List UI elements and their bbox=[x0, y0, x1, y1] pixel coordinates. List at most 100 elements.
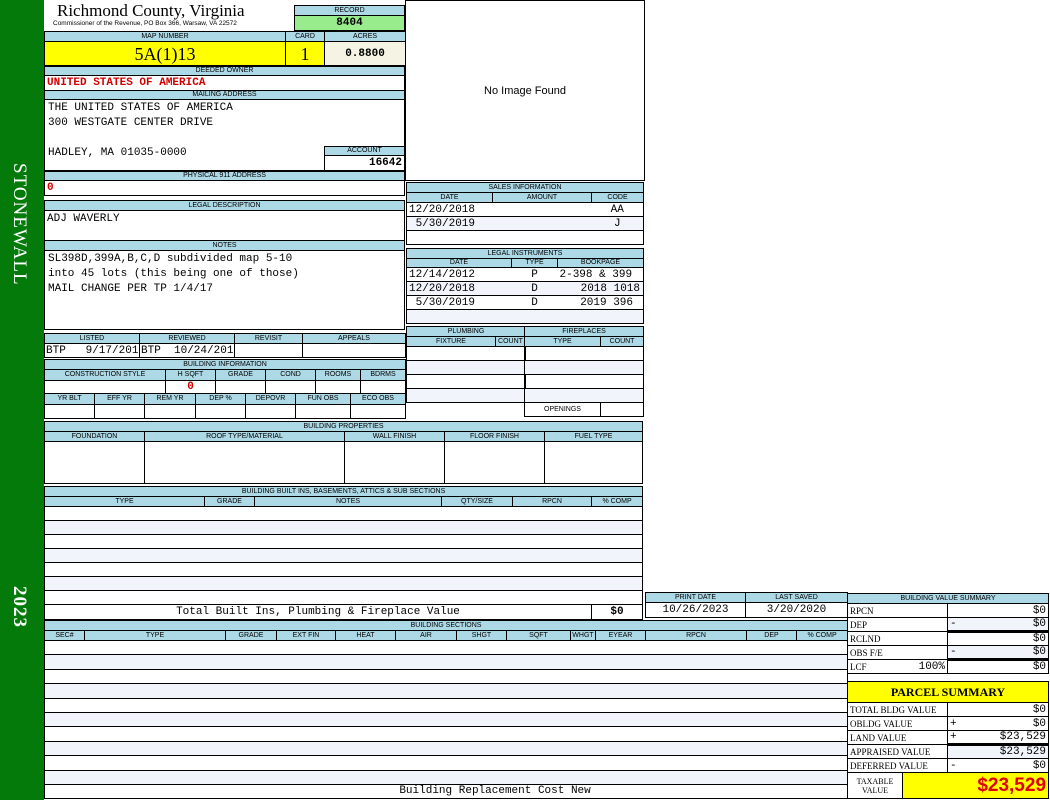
col-header: WHGT bbox=[570, 630, 596, 641]
parcel-summary-row: DEFERRED VALUE - $0 bbox=[847, 758, 1050, 773]
section-row bbox=[43, 654, 849, 670]
print-date: 10/26/2023 bbox=[645, 602, 746, 618]
col-header: BOOKPAGE bbox=[556, 258, 645, 268]
col-header: H SQFT bbox=[165, 369, 216, 381]
section-row bbox=[43, 726, 849, 742]
listed-value: BTP 9/17/2019 bbox=[44, 343, 140, 358]
fireplaces-table: FIREPLACES TYPE COUNT OPENINGS bbox=[523, 326, 645, 417]
reviewed-value: BTP 10/24/2019 bbox=[139, 343, 235, 358]
col-header: BDRMS bbox=[359, 369, 407, 381]
revisit-value bbox=[234, 343, 303, 358]
col-header: FIXTURE bbox=[406, 336, 496, 347]
operator: + bbox=[950, 717, 957, 730]
section-row bbox=[43, 639, 849, 656]
instrument-bookpage: 2-398 & 399 bbox=[557, 267, 645, 282]
amount: $0 bbox=[1032, 717, 1047, 730]
replacement-cost-label: Building Replacement Cost New bbox=[43, 783, 849, 799]
col-header: DATE bbox=[406, 192, 493, 203]
physical-address: PHYSICAL 911 ADDRESS 0 bbox=[44, 171, 405, 196]
parcel-ids: MAP NUMBER CARD ACRES 5A(1)13 1 0.8800 bbox=[44, 31, 406, 66]
col-header: GRADE bbox=[215, 369, 266, 381]
row-label: OBLDG VALUE bbox=[847, 716, 948, 731]
acres-label: ACRES bbox=[324, 31, 406, 42]
account-box: ACCOUNT 16642 bbox=[324, 146, 405, 171]
sale-date: 5/30/2019 bbox=[406, 216, 493, 231]
col-header: FUN OBS bbox=[295, 393, 351, 405]
col-header: COND bbox=[265, 369, 316, 381]
instrument-date: 12/14/2012 bbox=[406, 267, 512, 282]
legal-description: LEGAL DESCRIPTION ADJ WAVERLY NOTES bbox=[44, 200, 405, 251]
print-date-label: PRINT DATE bbox=[645, 592, 746, 603]
reviewed-label: REVIEWED bbox=[139, 333, 235, 344]
value-summary-value: $0 bbox=[946, 659, 1050, 674]
col-header: HEAT bbox=[335, 630, 396, 641]
section-row bbox=[43, 711, 849, 728]
review-dates: LISTED REVIEWED REVISIT APPEALS BTP 9/17/20… bbox=[44, 333, 406, 358]
record-label: RECORD bbox=[294, 5, 405, 16]
col-header: TYPE bbox=[84, 630, 226, 641]
col-header: TYPE bbox=[511, 258, 558, 268]
amount: $0 bbox=[1032, 759, 1047, 772]
value-summary-value: - $0 bbox=[946, 645, 1050, 661]
notes: SL398D,399A,B,C,D subdivided map 5-10 in… bbox=[44, 250, 405, 330]
operator: - bbox=[950, 759, 957, 772]
appeals-value bbox=[302, 343, 406, 358]
sale-date: 12/20/2018 bbox=[406, 202, 493, 217]
col-header: FOUNDATION bbox=[44, 431, 145, 442]
value-summary-label: RPCN bbox=[847, 603, 948, 618]
card-label: CARD bbox=[285, 31, 325, 42]
value-summary-label: RCLND bbox=[847, 631, 948, 646]
col-header: COUNT bbox=[495, 336, 526, 347]
col-header: % COMP bbox=[590, 496, 644, 507]
fireplaces-label: FIREPLACES bbox=[523, 326, 645, 337]
sales-table: SALES INFORMATION DATE AMOUNT CODE 12/20/2… bbox=[405, 182, 645, 245]
col-header: % COMP bbox=[795, 630, 849, 641]
col-header: RPCN bbox=[512, 496, 592, 507]
operator: - bbox=[950, 618, 957, 630]
instrument-row: 12/20/2018 D 2018 1018 bbox=[406, 281, 645, 296]
revisit-label: REVISIT bbox=[234, 333, 303, 344]
plumbing-table: PLUMBING FIXTURE COUNT bbox=[406, 326, 526, 403]
parcel-summary-row: APPRAISED VALUE $23,529 bbox=[847, 744, 1050, 759]
value-summary-value: $0 bbox=[946, 631, 1050, 646]
building-info-label: BUILDING INFORMATION bbox=[43, 359, 407, 370]
value-summary-value: - $0 bbox=[946, 617, 1050, 633]
instrument-row: 12/14/2012 P 2-398 & 399 bbox=[406, 267, 645, 282]
col-header: DATE bbox=[406, 258, 512, 268]
parcel-summary-row: LAND VALUE + $23,529 bbox=[847, 730, 1050, 746]
col-header: CODE bbox=[590, 192, 645, 203]
value-summary-label: OBS F/E bbox=[847, 645, 948, 660]
sales-label: SALES INFORMATION bbox=[405, 182, 645, 193]
acres-value: 0.8800 bbox=[324, 41, 406, 66]
row-label: TOTAL BLDG VALUE bbox=[847, 702, 948, 717]
no-image-text: No Image Found bbox=[484, 84, 566, 97]
parcel-summary-value: $0 bbox=[946, 702, 1050, 717]
col-header: AMOUNT bbox=[492, 192, 592, 203]
row-label: RCLND bbox=[850, 633, 881, 644]
col-header: DEP bbox=[746, 630, 797, 641]
row-label: DEP bbox=[850, 619, 868, 630]
parcel-summary-row: OBLDG VALUE + $0 bbox=[847, 716, 1050, 731]
sale-amount bbox=[492, 216, 592, 231]
amount: $0 bbox=[1032, 661, 1047, 673]
col-header: NOTES bbox=[254, 496, 442, 507]
section-row bbox=[43, 668, 849, 685]
col-header: QTY/SIZE bbox=[441, 496, 513, 507]
row-label: RPCN bbox=[850, 605, 874, 616]
instruments-label: LEGAL INSTRUMENTS bbox=[405, 248, 645, 259]
owner-label: DEEDED OWNER bbox=[44, 66, 405, 76]
mailing-line: HADLEY, MA 01035-0000 bbox=[48, 147, 187, 159]
value-summary-row: RPCN $0 bbox=[847, 603, 1050, 618]
col-header: DEPOVR bbox=[245, 393, 296, 405]
physical-value: 0 bbox=[44, 180, 405, 196]
openings-label: OPENINGS bbox=[524, 402, 601, 417]
note-line: SL398D,399A,B,C,D subdivided map 5-10 bbox=[48, 253, 293, 265]
value-summary-label: BUILDING VALUE SUMMARY bbox=[846, 593, 1050, 604]
value-summary-label: LCF 100% bbox=[847, 659, 948, 674]
row-label: LCF bbox=[850, 661, 867, 672]
value-summary-row: LCF 100% $0 bbox=[847, 659, 1050, 674]
col-header: ROOF TYPE/MATERIAL bbox=[144, 431, 345, 442]
parcel-summary-value: + $0 bbox=[946, 716, 1050, 731]
builtins-total-value: $0 bbox=[590, 604, 644, 620]
amount: $0 bbox=[1032, 604, 1047, 617]
